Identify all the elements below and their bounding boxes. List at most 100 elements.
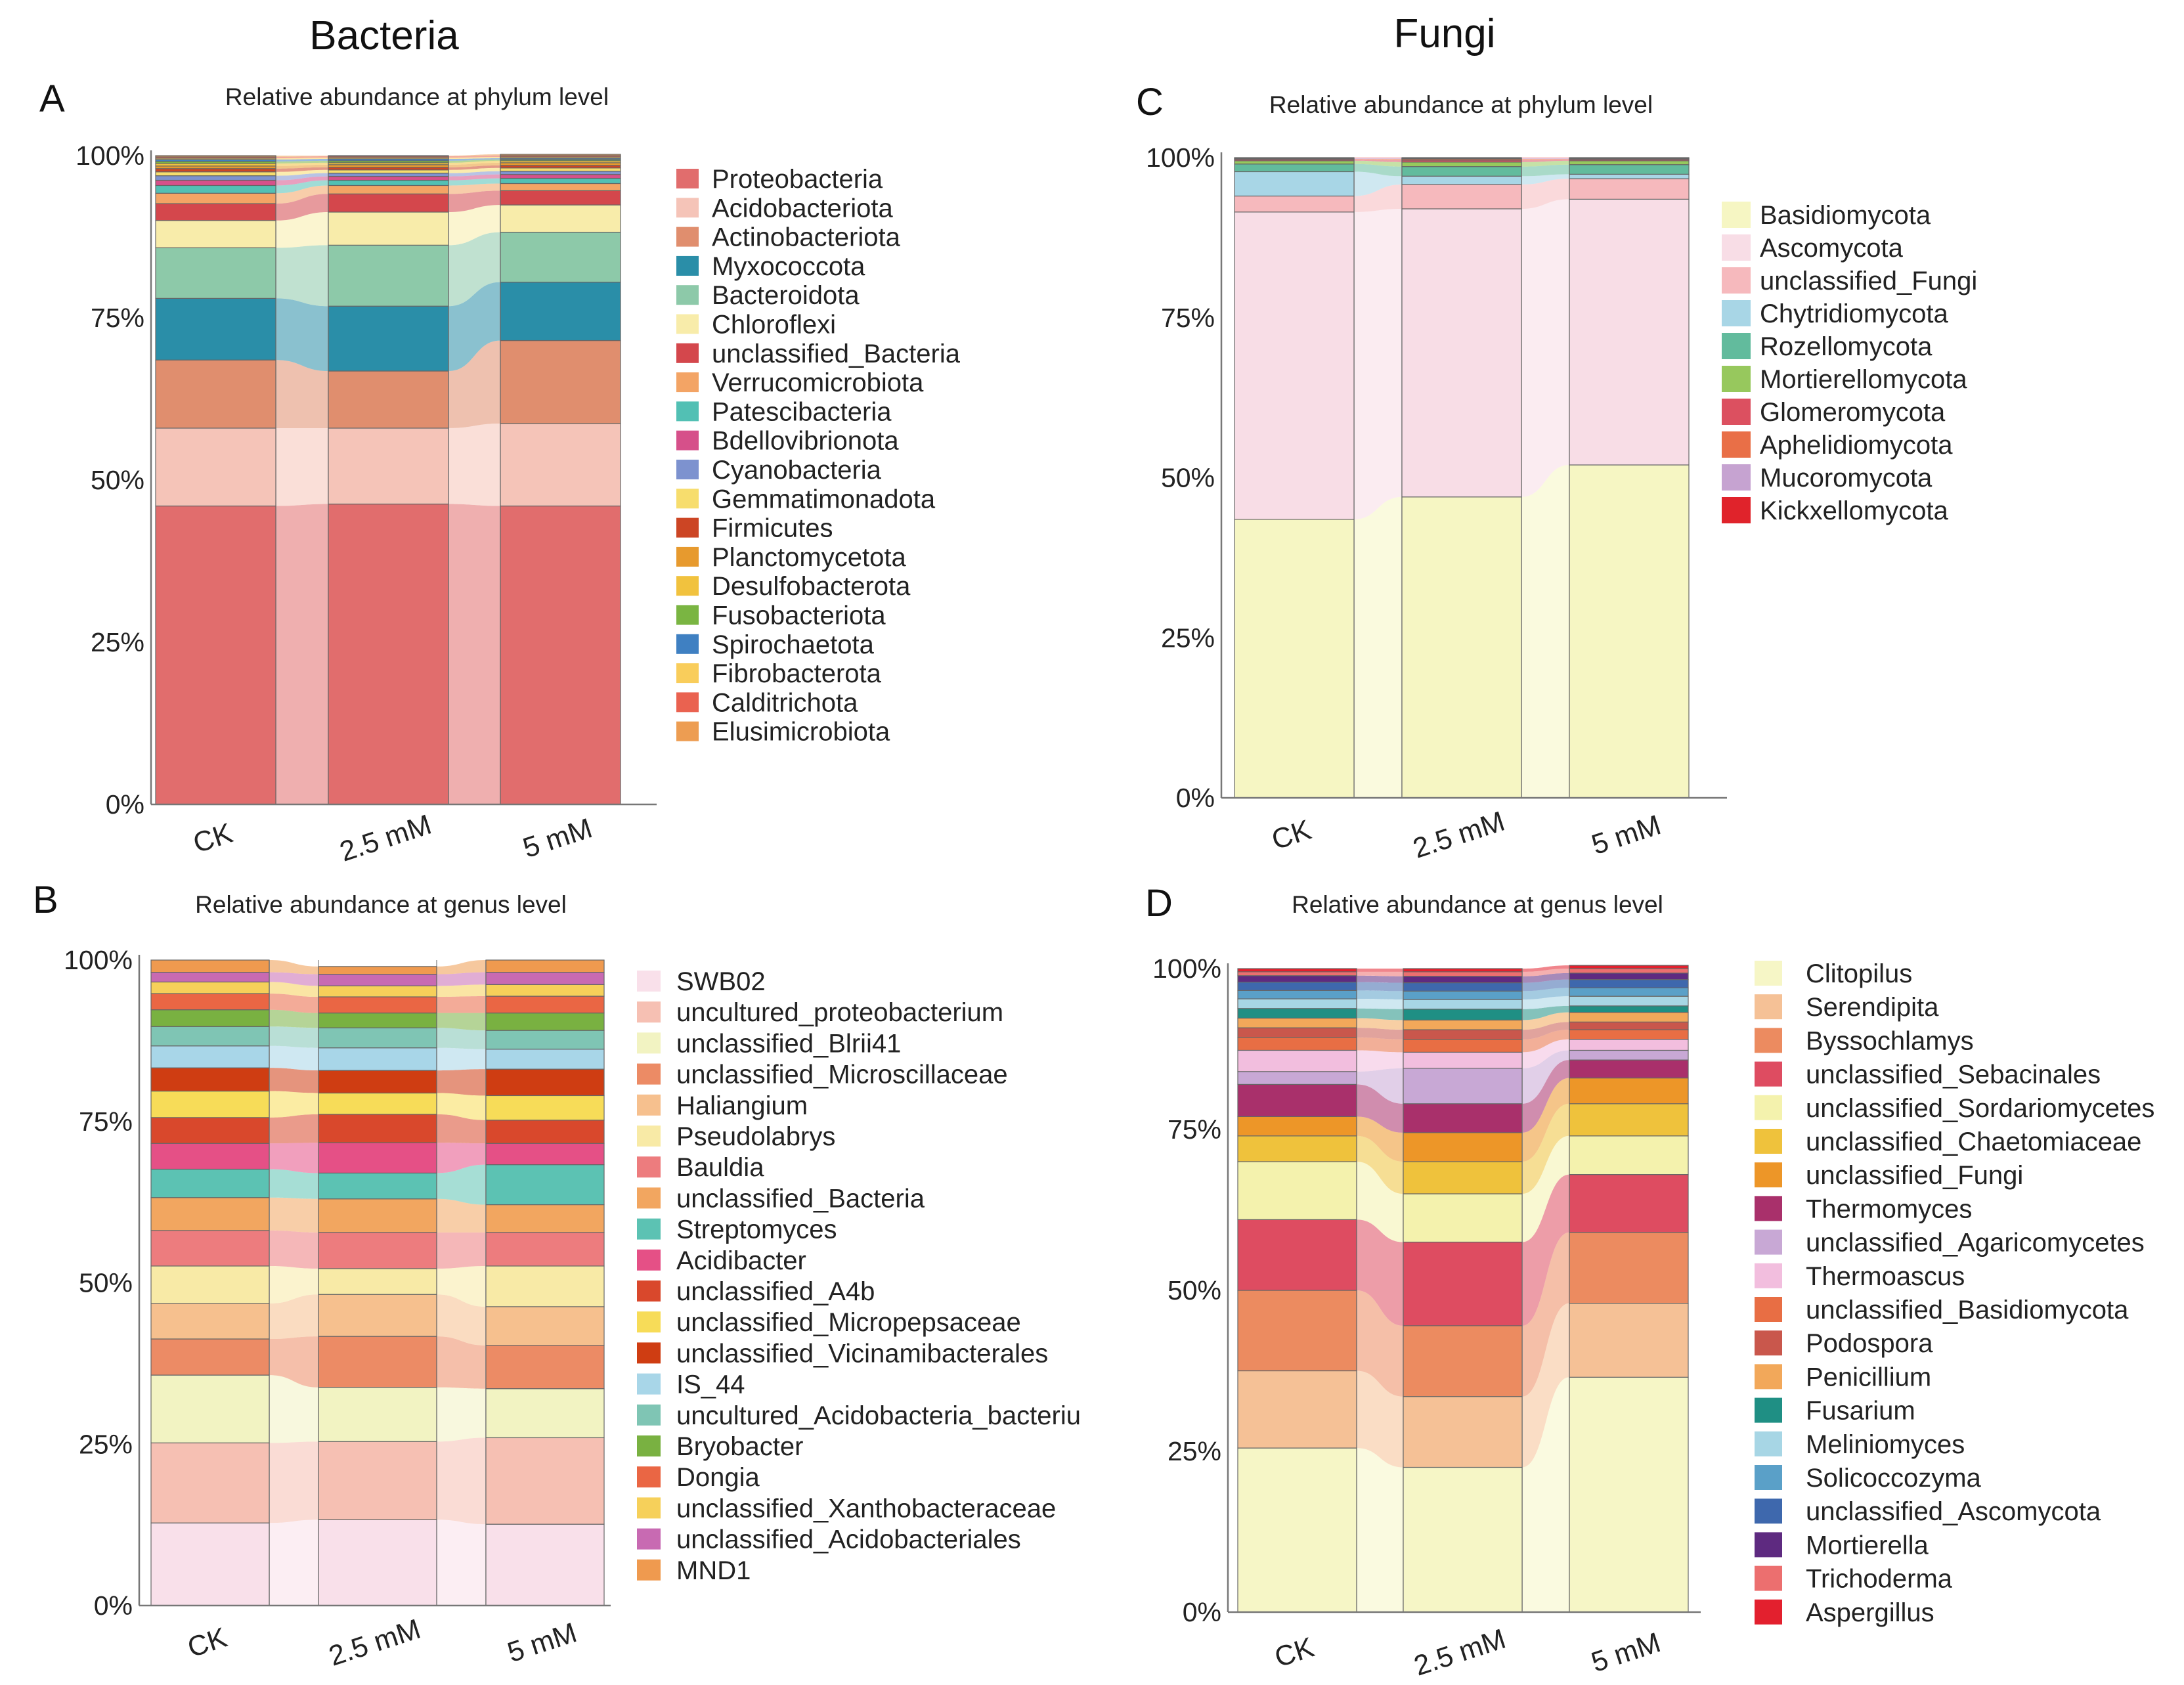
segment-unclassified-micropepsaceae — [150, 1090, 270, 1118]
legend-label: Fusarium — [1806, 1397, 1915, 1426]
segment-unclassified-a4b — [318, 1114, 437, 1143]
flow-clitopilus — [1522, 1377, 1569, 1612]
segment-streptomyces — [150, 1168, 270, 1198]
legend-item-unclassified-basidiomycota: unclassified_Basidiomycota — [1755, 1296, 2129, 1324]
segment-acidobacteriota — [328, 427, 449, 505]
segment-unclassified-chaetomiaceae — [1569, 1103, 1689, 1137]
bar-ck — [155, 155, 276, 805]
segment-ascomycota — [1569, 198, 1690, 466]
segment-thermoascus — [1569, 1039, 1689, 1051]
segment-gemmatimonadota — [328, 169, 449, 174]
segment-unclassified-acidobacteriales — [318, 974, 437, 986]
segment-bauldia — [150, 1230, 270, 1267]
legend-item-spirochaetota: Spirochaetota — [676, 630, 875, 659]
flow-actinobacteriota — [448, 340, 500, 428]
legend-item-elusimicrobiota: Elusimicrobiota — [676, 718, 890, 747]
flow-bacteroidota — [276, 245, 328, 307]
legend-item-unclassified-ascomycota: unclassified_Ascomycota — [1755, 1497, 2101, 1526]
legend-swatch — [1755, 1599, 1782, 1625]
legend-swatch — [1722, 300, 1751, 326]
segment-clitopilus — [1237, 1447, 1357, 1613]
flow-chytridiomycota — [1354, 171, 1402, 196]
segment-thermomyces — [1569, 1059, 1689, 1079]
legend-item-fibrobacterota: Fibrobacterota — [676, 659, 882, 688]
legend-item-aspergillus: Aspergillus — [1755, 1598, 1934, 1627]
legend-swatch — [1755, 1129, 1782, 1154]
segment-serendipita — [1569, 1302, 1689, 1378]
segment-byssochlamys — [1403, 1325, 1523, 1397]
segment-unclassified-chaetomiaceae — [1403, 1161, 1523, 1194]
legend-item-thermoascus: Thermoascus — [1755, 1262, 1965, 1291]
legend-item-unclassified-xanthobacteraceae: unclassified_Xanthobacteraceae — [637, 1494, 1056, 1523]
x-tick-label: CK — [1271, 1632, 1318, 1674]
legend-label: Haliangium — [676, 1091, 808, 1120]
legend-swatch — [676, 343, 699, 363]
bar-5-mm — [485, 959, 605, 1606]
bar-2-5-mm — [1401, 157, 1522, 799]
segment-unclassified-sordariomycetes — [1237, 1161, 1357, 1220]
segment-unclassified-ascomycota — [1403, 982, 1523, 992]
legend-swatch — [1755, 961, 1782, 986]
flow-glomeromycota — [1354, 159, 1402, 162]
segment-fusarium — [1569, 1005, 1689, 1013]
flow-unclassified-fungi — [1522, 1078, 1569, 1162]
segment-bdellovibrionota — [328, 176, 449, 181]
segment-unclassified-sebacinales — [1569, 1173, 1689, 1233]
legend-swatch — [676, 634, 699, 654]
flow-calditrichota — [276, 156, 328, 158]
flow-mortierellomycota — [1521, 160, 1569, 167]
x-tick-label: 5 mM — [519, 812, 596, 864]
segment-penicillium — [1569, 1012, 1689, 1022]
segment-unclassified-fungi — [1403, 1132, 1523, 1162]
legend-item-penicillium: Penicillium — [1755, 1363, 1931, 1391]
legend-item-uncultured-proteobacterium: uncultured_proteobacterium — [637, 998, 1003, 1027]
flow-patescibacteria — [448, 178, 500, 186]
segment-thermoascus — [1237, 1049, 1357, 1072]
x-tick-label: CK — [189, 818, 236, 860]
flow-unclassified-chaetomiaceae — [1357, 1135, 1403, 1194]
segment-bacteroidota — [500, 231, 621, 283]
legend-label: Solicoccozyma — [1806, 1464, 1982, 1493]
flow-unclassified-vicinamibacterales — [269, 1068, 318, 1093]
flow-unclassified-bacteria — [437, 1198, 486, 1233]
legend-swatch — [1755, 1532, 1782, 1558]
legend-item-unclassified-vicinamibacterales: unclassified_Vicinamibacterales — [637, 1339, 1048, 1368]
panel-title: Relative abundance at genus level — [1292, 891, 1663, 918]
segment-unclassified-xanthobacteraceae — [150, 981, 270, 994]
y-tick-label: 75% — [91, 303, 144, 333]
flow-unclassified-fungi — [1521, 179, 1569, 209]
flow-unclassified-sebacinales — [1357, 1219, 1403, 1326]
segment-aspergillus — [1403, 968, 1523, 973]
segment-unclassified-acidobacteriales — [485, 972, 605, 985]
segment-acidibacter — [318, 1142, 437, 1173]
legend-label: Glomeromycota — [1760, 398, 1946, 427]
legend-label: Ascomycota — [1760, 234, 1904, 263]
y-tick-label: 100% — [76, 141, 144, 171]
legend-item-pseudolabrys: Pseudolabrys — [637, 1122, 835, 1151]
legend-label: Elusimicrobiota — [712, 718, 890, 747]
flow-unclassified-agaricomycetes — [1522, 1050, 1569, 1104]
segment-haliangium — [150, 1303, 270, 1340]
flow-dongia — [269, 994, 318, 1013]
legend-label: unclassified_Fungi — [1806, 1161, 2023, 1190]
segment-elusimicrobiota — [155, 155, 276, 158]
flow-fusobacteriota — [276, 160, 328, 164]
segment-unclassified-bacteria — [485, 1204, 605, 1233]
bar-ck — [1237, 968, 1357, 1613]
segment-unclassified-fungi — [1401, 184, 1522, 209]
legend-item-uncultured-acidobacteria-bacteriu: uncultured_Acidobacteria_bacteriu — [637, 1401, 1081, 1430]
y-tick-label: 50% — [1168, 1275, 1221, 1305]
legend-label: Rozellomycota — [1760, 332, 1933, 361]
legend-swatch — [637, 1373, 661, 1395]
y-tick-label: 75% — [79, 1106, 133, 1137]
legend-label: unclassified_Acidobacteriales — [676, 1525, 1021, 1554]
legend-label: Serendipita — [1806, 993, 1939, 1022]
segment-is-44 — [485, 1049, 605, 1070]
segment-unclassified-acidobacteriales — [150, 972, 270, 983]
flow-elusimicrobiota — [276, 156, 328, 157]
segment-mortierella — [1569, 973, 1689, 980]
segment-haliangium — [318, 1294, 437, 1337]
legend-label: unclassified_Basidiomycota — [1806, 1296, 2129, 1324]
flow-unclassified-a4b — [437, 1114, 486, 1144]
segment-uncultured-acidobacteria-bacteriu — [485, 1030, 605, 1050]
